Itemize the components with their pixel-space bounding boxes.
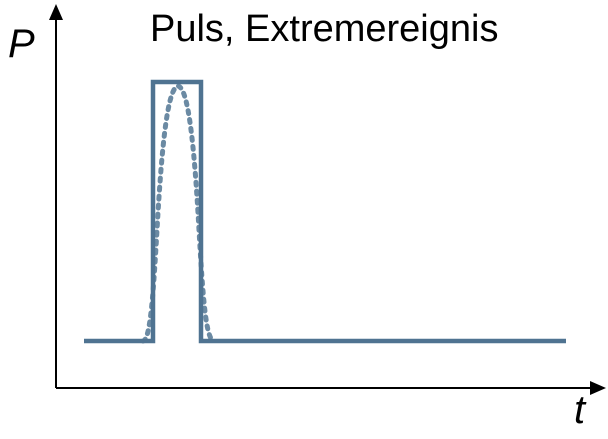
x-axis-arrowhead [590, 381, 606, 395]
diagram-title: Puls, Extremereignis [150, 8, 499, 50]
y-axis-arrowhead [49, 4, 63, 20]
y-axis-label: P [8, 22, 35, 66]
pulse-signal-line [84, 79, 566, 344]
x-axis-label: t [574, 388, 586, 432]
